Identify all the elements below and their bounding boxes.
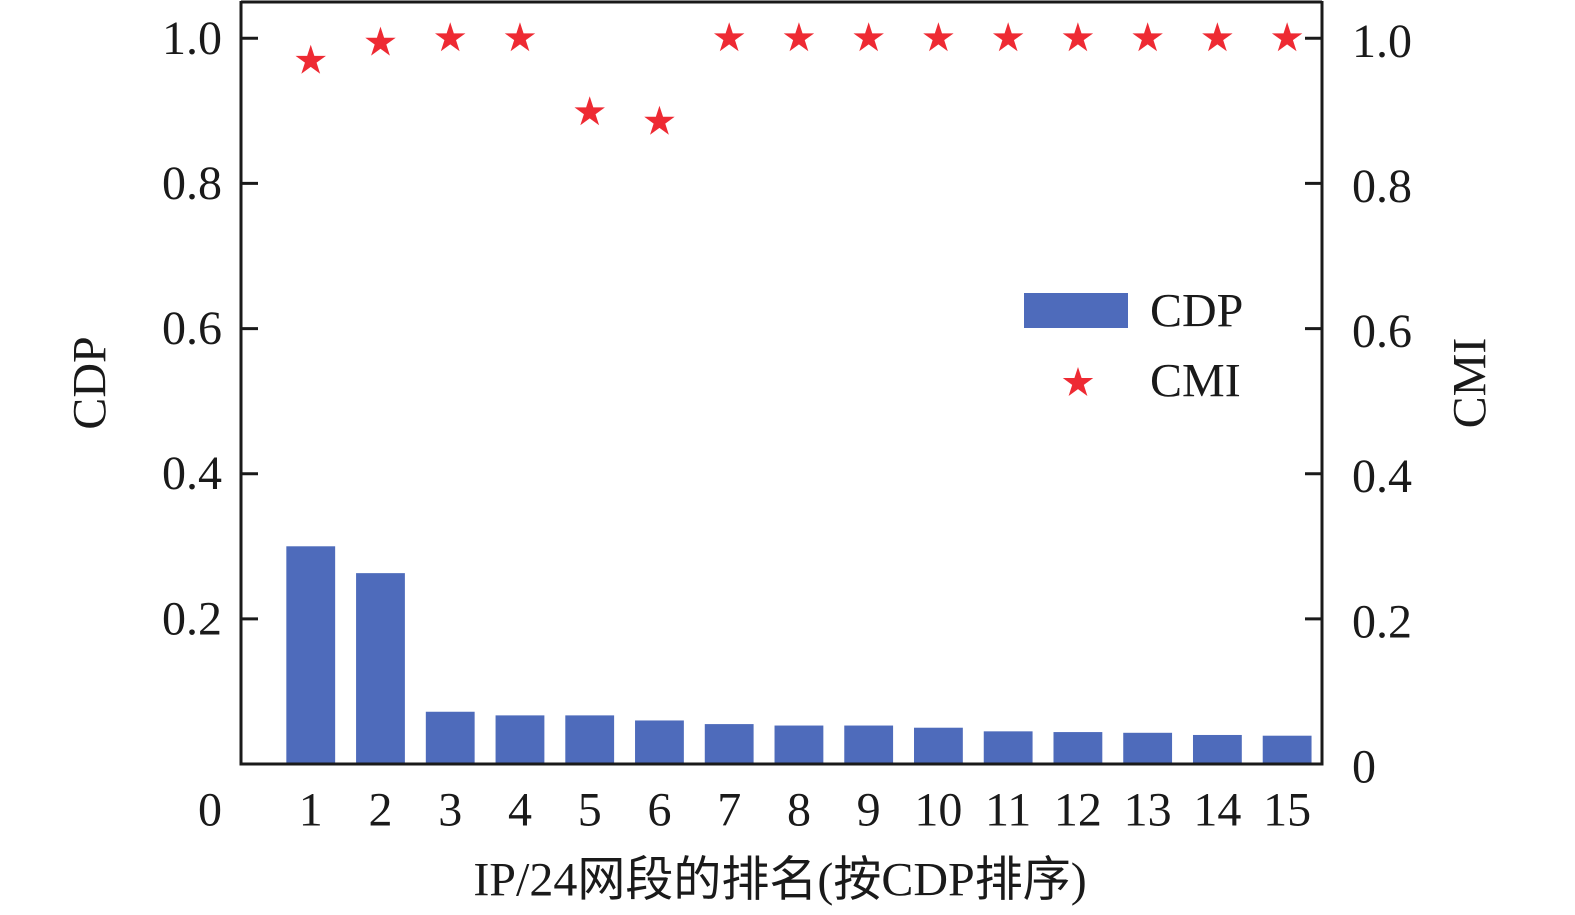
cdp-bar-9	[844, 725, 894, 764]
cmi-star-1	[295, 44, 326, 74]
x-tick-label-7: 7	[717, 784, 741, 837]
y2-axis-label: CMI	[1444, 338, 1497, 429]
y-tick-label: 0	[198, 784, 222, 837]
y2-tick-labels: 0 0.2 0.4 0.6 0.8 1.0	[1352, 15, 1412, 794]
cmi-markers	[295, 22, 1303, 135]
cmi-star-14	[1202, 22, 1233, 52]
cdp-bar-5	[565, 715, 615, 764]
y-tick-labels: 0 0.2 0.4 0.6 0.8 1.0	[162, 12, 222, 837]
legend-cmi-star-icon	[1062, 367, 1094, 396]
cdp-bar-12	[1053, 732, 1103, 764]
x-tick-label-5: 5	[578, 784, 602, 837]
y-tick-label: 0.8	[162, 157, 222, 210]
x-tick-label-10: 10	[914, 784, 962, 837]
y-tick-label: 1.0	[162, 12, 222, 65]
y2-tick-label: 0.4	[1352, 450, 1412, 503]
cdp-bar-14	[1192, 734, 1242, 764]
x-tick-label-6: 6	[647, 784, 671, 837]
y-tick-label: 0.2	[162, 592, 222, 645]
legend-cdp-swatch	[1024, 293, 1128, 328]
cmi-star-6	[644, 105, 675, 135]
plot-frame	[239, 0, 1324, 766]
y2-tick-label: 1.0	[1352, 15, 1412, 68]
y2-tick-label: 0.6	[1352, 305, 1412, 358]
x-tick-labels: 1 2 3 4 5 6 7 8 9 10 11 12 13 14 15	[299, 784, 1311, 837]
x-tick-label-12: 12	[1054, 784, 1102, 837]
cmi-star-7	[713, 22, 745, 52]
cmi-star-3	[435, 22, 466, 52]
x-tick-label-3: 3	[438, 784, 462, 837]
cdp-bar-3	[425, 711, 475, 764]
x-tick-label-8: 8	[787, 784, 811, 837]
cdp-bar-11	[983, 731, 1033, 764]
cdp-bar-10	[914, 727, 963, 764]
cmi-star-5	[574, 96, 605, 126]
x-axis-label: IP/24网段的排名(按CDP排序)	[473, 854, 1086, 907]
y2-tick-label: 0	[1352, 741, 1376, 794]
x-tick-label-14: 14	[1193, 784, 1241, 837]
cdp-bar-7	[704, 724, 754, 764]
y-tick-label: 0.6	[162, 302, 222, 355]
y2-tick-label: 0.2	[1352, 595, 1412, 648]
cmi-star-13	[1132, 22, 1163, 52]
x-tick-label-4: 4	[508, 784, 532, 837]
cmi-star-12	[1062, 22, 1094, 52]
x-tick-label-9: 9	[857, 784, 881, 837]
x-tick-label-11: 11	[985, 784, 1031, 837]
cmi-star-8	[783, 22, 815, 52]
y-tick-label: 0.4	[162, 447, 222, 500]
x-tick-label-2: 2	[368, 784, 392, 837]
x-tick-label-1: 1	[299, 784, 323, 837]
x-tick-label-13: 13	[1124, 784, 1172, 837]
cmi-star-4	[504, 22, 536, 52]
cdp-bar-1	[286, 546, 336, 764]
x-tick-label-15: 15	[1263, 784, 1311, 837]
legend-cdp-label: CDP	[1150, 285, 1243, 338]
cmi-star-2	[365, 26, 396, 56]
legend: CDP CMI	[1024, 285, 1243, 408]
cdp-bar-4	[495, 715, 545, 764]
cmi-star-15	[1271, 22, 1303, 52]
cmi-star-10	[923, 22, 954, 52]
y2-tick-label: 0.8	[1352, 160, 1412, 213]
legend-cmi-label: CMI	[1150, 355, 1241, 408]
cdp-bar-6	[635, 720, 684, 764]
cdp-bar-15	[1262, 735, 1312, 764]
axis-ticks	[241, 36, 1322, 766]
cdp-bar-8	[774, 725, 824, 764]
cmi-star-11	[992, 22, 1024, 52]
cdp-bar-13	[1123, 732, 1173, 764]
cmi-star-9	[853, 22, 884, 52]
cdp-bar-2	[356, 573, 405, 764]
y-axis-label: CDP	[64, 336, 117, 429]
cdp-bars	[286, 546, 1312, 764]
